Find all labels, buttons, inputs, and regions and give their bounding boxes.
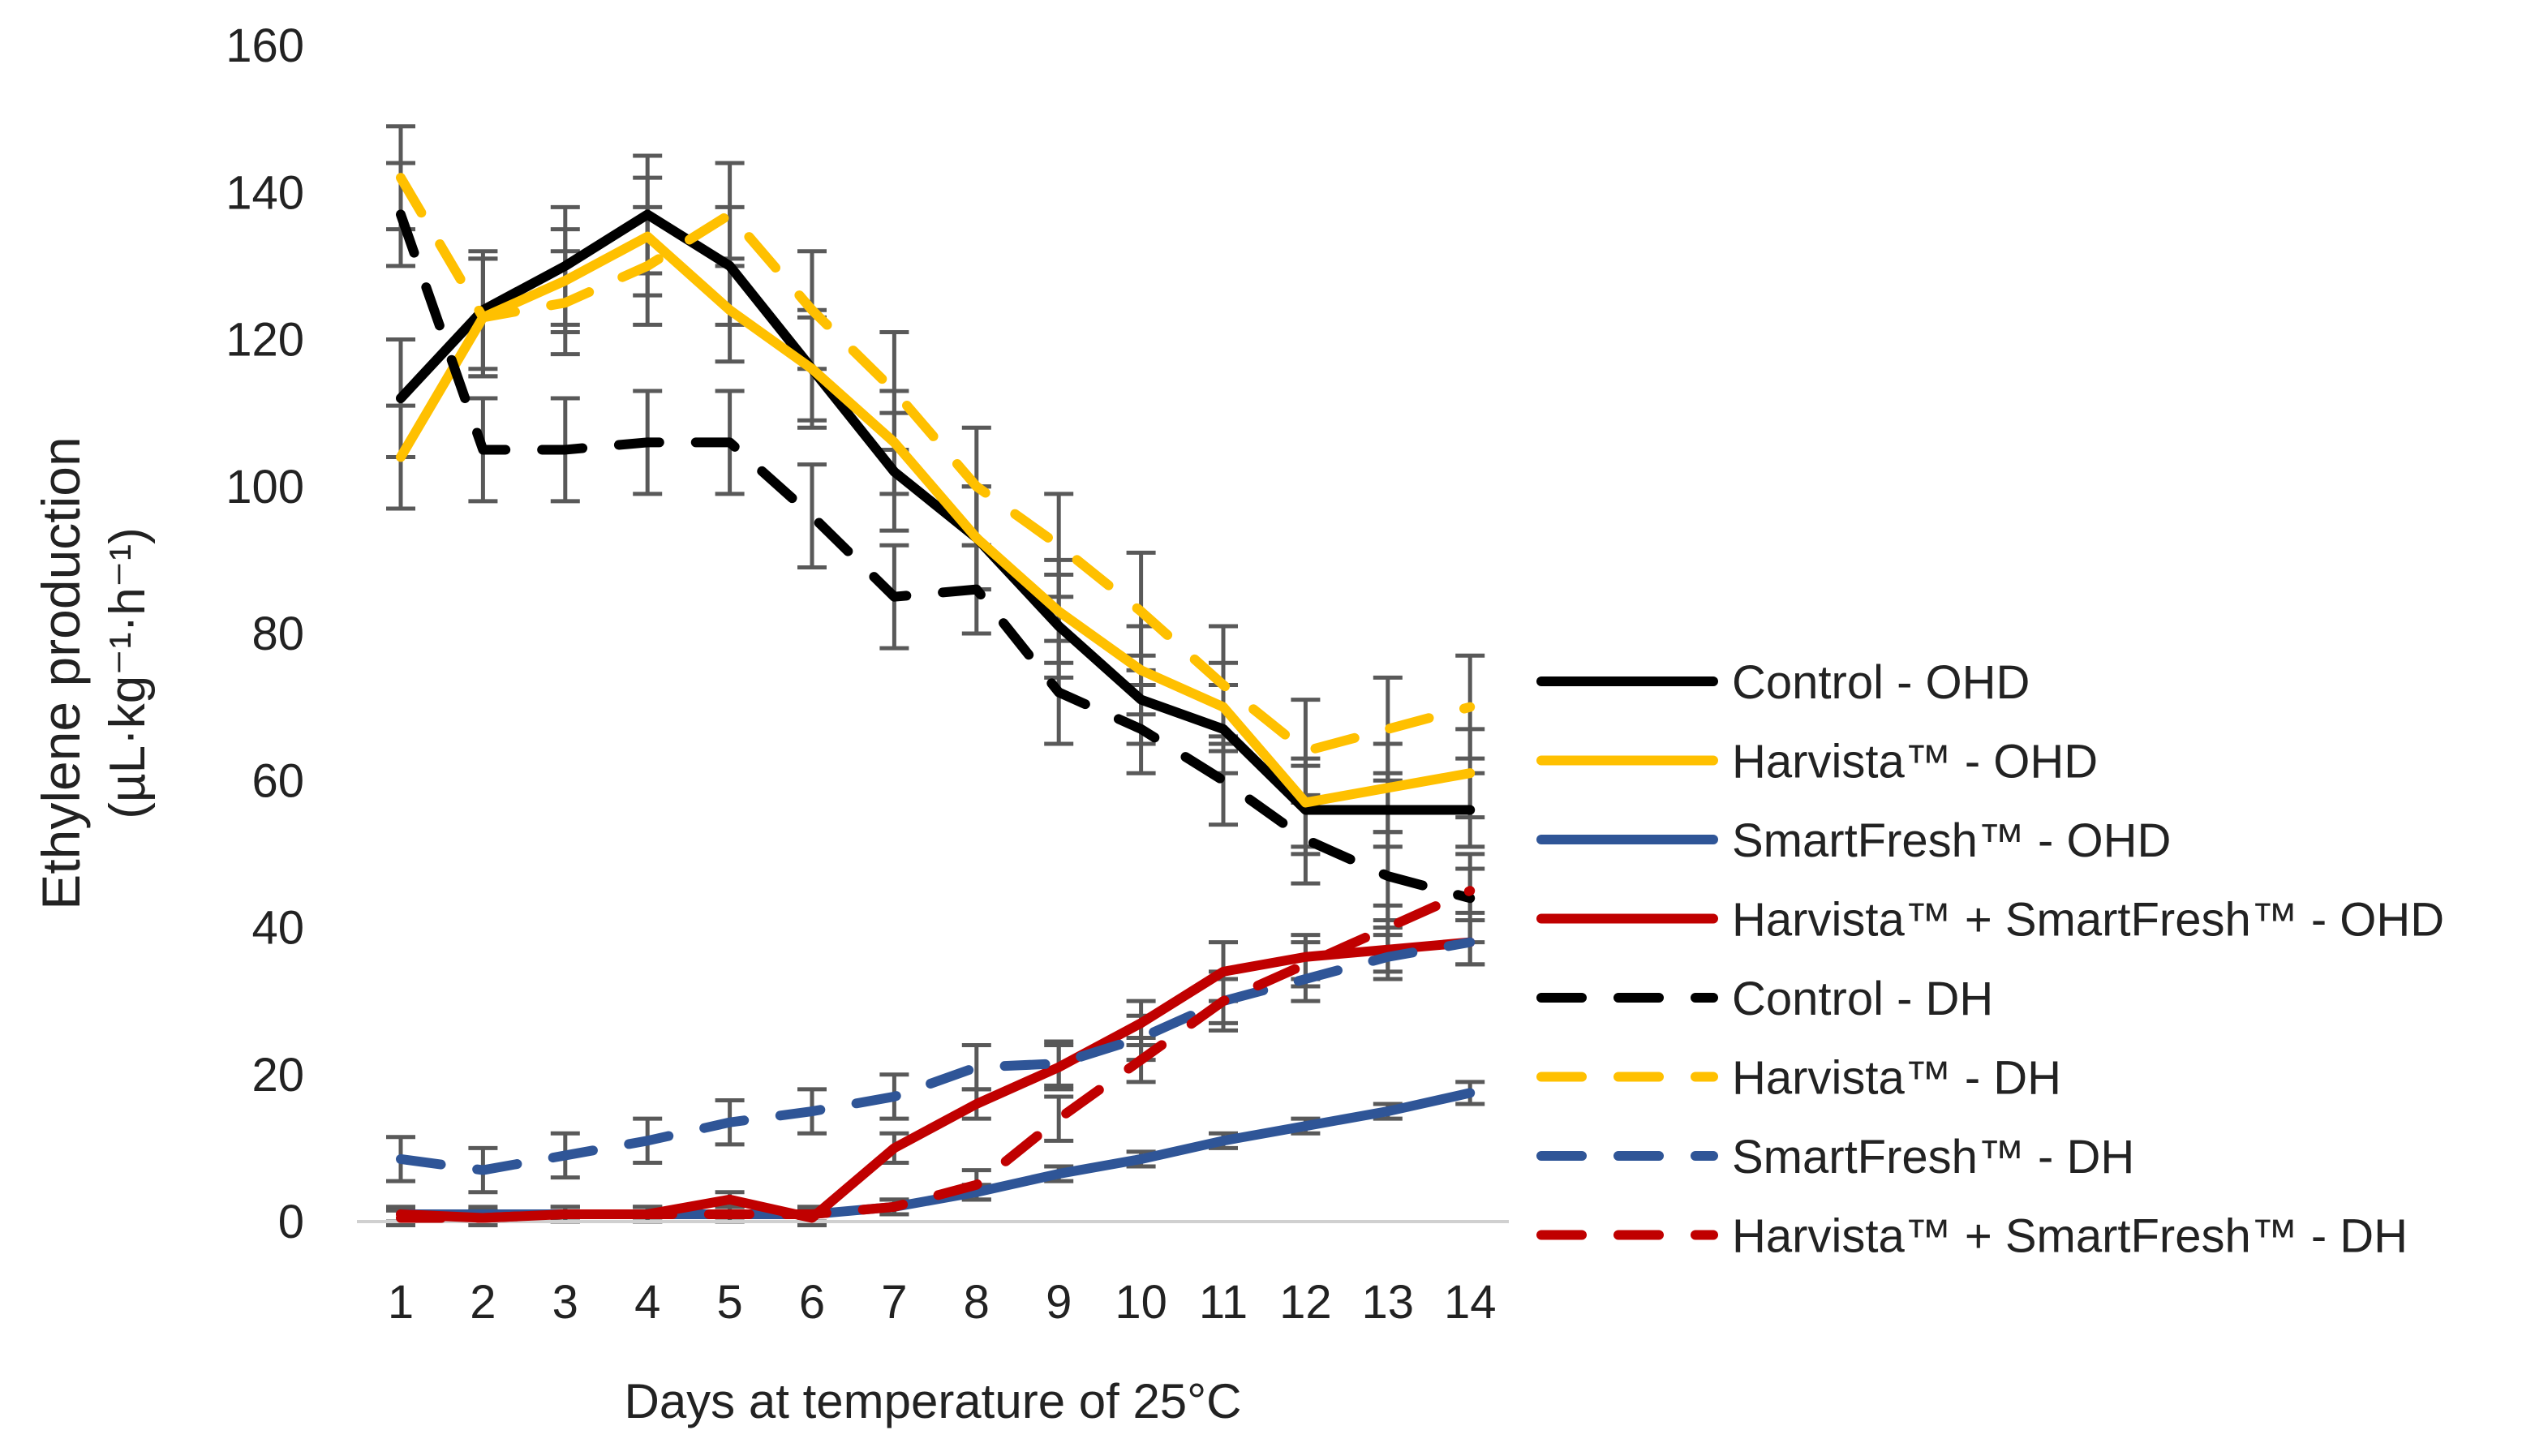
x-tick-label: 8 xyxy=(964,1276,990,1329)
y-tick-label: 120 xyxy=(226,314,304,367)
y-tick-label: 160 xyxy=(226,19,304,72)
x-tick-label: 7 xyxy=(881,1276,907,1329)
x-tick-label: 10 xyxy=(1115,1276,1167,1329)
x-tick-label: 12 xyxy=(1279,1276,1332,1329)
y-tick-label: 80 xyxy=(251,608,304,660)
x-tick-label: 6 xyxy=(799,1276,825,1329)
legend-label: SmartFresh™ - OHD xyxy=(1732,814,2171,867)
series-line-0 xyxy=(396,209,1476,815)
legend-item: Harvista™ + SmartFresh™ - DH xyxy=(1536,1210,2408,1263)
legend-label: Harvista™ + SmartFresh™ - OHD xyxy=(1732,894,2444,947)
legend-item: Harvista™ + SmartFresh™ - OHD xyxy=(1536,894,2444,947)
error-bar xyxy=(961,1043,991,1092)
series-line-4 xyxy=(396,209,1476,904)
legend-item: Harvista™ - OHD xyxy=(1536,736,2098,788)
legend-label: Control - OHD xyxy=(1732,656,2030,709)
legend-label: Harvista™ - OHD xyxy=(1732,736,2098,788)
x-tick-label: 4 xyxy=(634,1276,660,1329)
x-axis-label: Days at temperature of 25°C xyxy=(624,1374,1241,1428)
y-tick-label: 20 xyxy=(251,1049,304,1102)
legend-label: Control - DH xyxy=(1732,973,1993,1025)
x-tick-labels: 1 2 3 4 5 6 7 8 9 10 11 12 13 14 xyxy=(388,1276,1497,1329)
series-line-1 xyxy=(396,231,1476,808)
legend-item: SmartFresh™ - DH xyxy=(1536,1131,2134,1183)
legend-label: Harvista™ + SmartFresh™ - DH xyxy=(1732,1210,2408,1263)
error-bar xyxy=(1044,492,1074,599)
error-bar xyxy=(715,161,745,268)
y-axis-label-line1: Ethylene production xyxy=(31,436,91,909)
y-tick-labels: 0 20 40 60 80 100 120 140 160 xyxy=(226,19,304,1248)
error-bar xyxy=(797,462,827,569)
error-bar xyxy=(1044,1094,1074,1143)
series-line-5 xyxy=(396,173,1476,756)
x-tick-label: 2 xyxy=(470,1276,496,1329)
y-axis-label-line2: (µL·kg⁻¹·h⁻¹) xyxy=(100,527,156,819)
x-tick-label: 11 xyxy=(1199,1276,1248,1329)
legend-item: SmartFresh™ - OHD xyxy=(1536,814,2171,867)
x-tick-label: 3 xyxy=(552,1276,578,1329)
legend-item: Control - OHD xyxy=(1536,656,2030,709)
x-tick-label: 1 xyxy=(388,1276,414,1329)
y-tick-label: 40 xyxy=(251,902,304,955)
x-tick-label: 14 xyxy=(1444,1276,1497,1329)
legend-item: Harvista™ - DH xyxy=(1536,1052,2061,1105)
legend-item: Control - DH xyxy=(1536,973,1993,1025)
legend-label: Harvista™ - DH xyxy=(1732,1052,2061,1105)
x-tick-label: 5 xyxy=(716,1276,742,1329)
series-line-6 xyxy=(396,937,1476,1175)
legend-label: SmartFresh™ - DH xyxy=(1732,1131,2134,1183)
series-line-7 xyxy=(396,886,1476,1223)
x-tick-label: 9 xyxy=(1046,1276,1072,1329)
legend: Control - OHD Harvista™ - OHD SmartFresh™ … xyxy=(1536,656,2444,1263)
y-tick-label: 100 xyxy=(226,461,304,513)
series-lines xyxy=(396,173,1476,1223)
y-tick-label: 60 xyxy=(251,754,304,807)
x-tick-label: 13 xyxy=(1362,1276,1415,1329)
y-tick-label: 140 xyxy=(226,166,304,219)
y-tick-label: 0 xyxy=(278,1196,304,1248)
